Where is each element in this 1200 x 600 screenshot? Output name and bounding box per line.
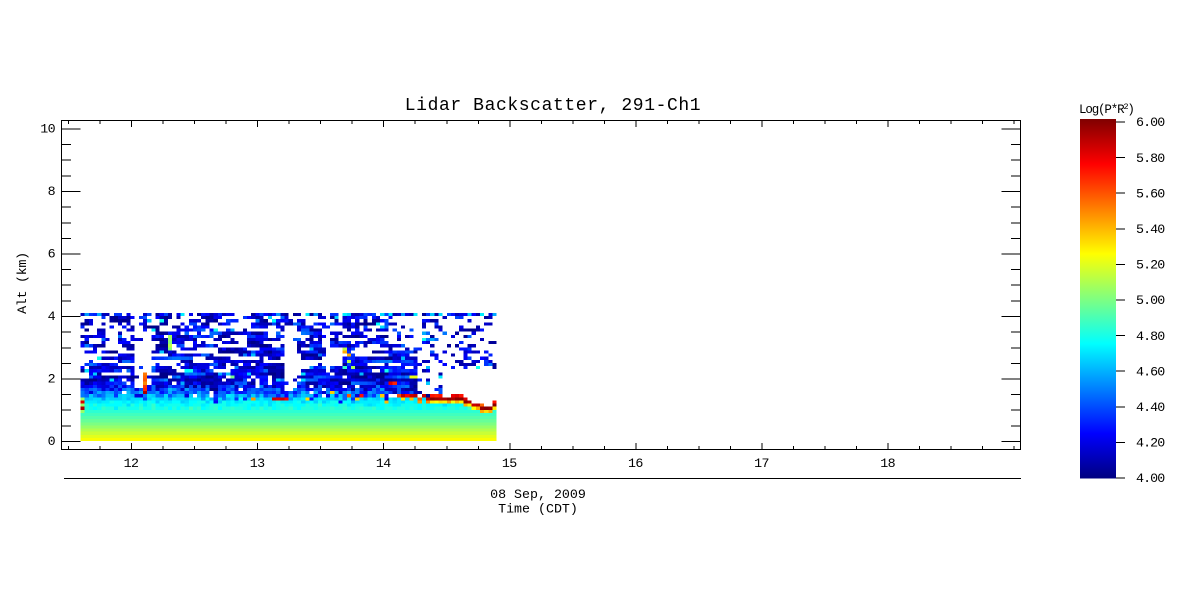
svg-text:8: 8 <box>48 184 56 199</box>
svg-text:Log(P*R2): Log(P*R2) <box>1079 102 1134 117</box>
svg-text:10: 10 <box>40 122 55 137</box>
svg-text:Lidar Backscatter, 291-Ch1: Lidar Backscatter, 291-Ch1 <box>405 96 701 116</box>
svg-text:2: 2 <box>48 372 56 387</box>
svg-text:17: 17 <box>754 456 769 471</box>
svg-text:Time (CDT): Time (CDT) <box>498 502 578 517</box>
svg-text:4.20: 4.20 <box>1136 436 1165 451</box>
svg-text:6: 6 <box>48 247 56 262</box>
svg-text:16: 16 <box>628 456 643 471</box>
svg-text:Alt (km): Alt (km) <box>15 252 30 314</box>
svg-text:4.00: 4.00 <box>1136 471 1165 486</box>
svg-text:0: 0 <box>48 434 56 449</box>
svg-text:5.60: 5.60 <box>1136 186 1165 201</box>
svg-text:5.40: 5.40 <box>1136 222 1165 237</box>
svg-text:4.60: 4.60 <box>1136 364 1165 379</box>
svg-text:4.40: 4.40 <box>1136 400 1165 415</box>
svg-text:18: 18 <box>880 456 895 471</box>
svg-text:13: 13 <box>250 456 265 471</box>
svg-text:15: 15 <box>502 456 517 471</box>
svg-text:5.00: 5.00 <box>1136 293 1165 308</box>
svg-text:5.80: 5.80 <box>1136 151 1165 166</box>
svg-text:14: 14 <box>376 456 391 471</box>
svg-text:08 Sep, 2009: 08 Sep, 2009 <box>490 487 586 502</box>
svg-text:5.20: 5.20 <box>1136 258 1165 273</box>
svg-text:12: 12 <box>124 456 139 471</box>
svg-text:6.00: 6.00 <box>1136 115 1165 130</box>
svg-text:4.80: 4.80 <box>1136 329 1165 344</box>
svg-text:4: 4 <box>48 309 56 324</box>
